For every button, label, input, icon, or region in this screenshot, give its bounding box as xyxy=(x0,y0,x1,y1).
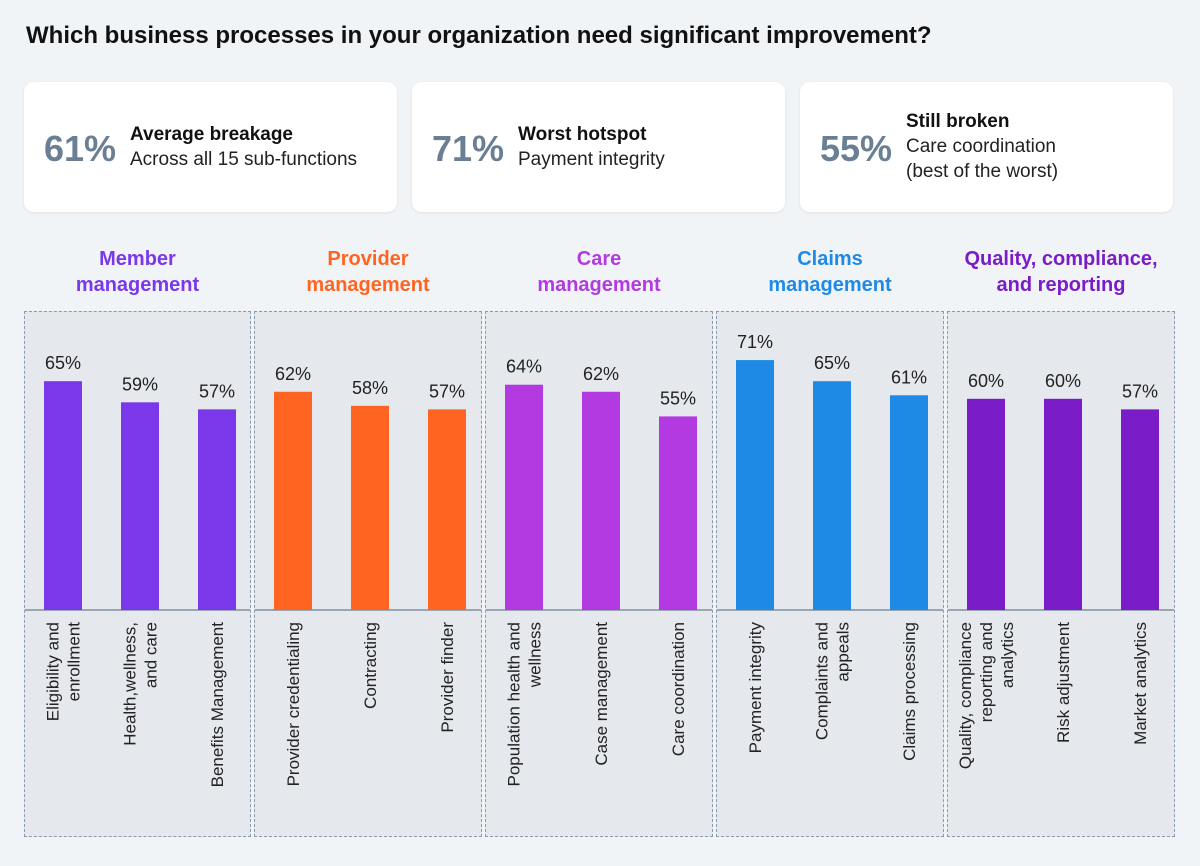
chart-title: Which business processes in your organiz… xyxy=(26,22,932,49)
category-label: Case management xyxy=(592,622,611,766)
bar xyxy=(428,409,466,610)
bar xyxy=(44,381,82,610)
category-label-line: Payment integrity xyxy=(746,622,765,754)
bar xyxy=(582,391,620,610)
card-text: Still broken Care coordination (best of … xyxy=(906,109,1058,184)
bar xyxy=(505,384,543,610)
data-label: 61% xyxy=(891,367,927,387)
summary-card-still-broken: 55% Still broken Care coordination (best… xyxy=(800,82,1173,212)
category-label-line: Case management xyxy=(592,622,611,766)
category-label-line: Provider finder xyxy=(438,622,457,733)
card-heading: Average breakage xyxy=(130,124,294,145)
category-label: Eligibility and enrollment xyxy=(44,622,84,722)
group-title-line: Provider xyxy=(327,248,409,270)
group-title-line: Member xyxy=(99,248,176,270)
bar xyxy=(967,398,1005,610)
group-title-line: management xyxy=(306,274,430,296)
group-title-line: Claims xyxy=(797,248,863,270)
category-label-line: Contracting xyxy=(361,622,380,709)
group-title-line: management xyxy=(768,274,892,296)
data-label: 57% xyxy=(199,381,235,401)
category-label: Health,wellness, and care xyxy=(121,622,161,746)
card-value: 61% xyxy=(44,128,117,169)
data-label: 65% xyxy=(814,353,850,373)
category-label: Quality, compliance reporting and analytic… xyxy=(956,622,1017,769)
category-label: Risk adjustment xyxy=(1054,622,1073,743)
card-subtext: (best of the worst) xyxy=(906,161,1059,182)
category-label-line: Market analytics xyxy=(1131,622,1150,745)
category-label-line: Health,wellness, xyxy=(121,622,140,746)
bar xyxy=(274,391,312,610)
bar xyxy=(813,381,851,610)
category-label-line: appeals xyxy=(834,622,853,682)
data-label: 60% xyxy=(968,371,1004,391)
summary-card-worst: 71% Worst hotspot Payment integrity xyxy=(412,82,785,212)
category-label: Market analytics xyxy=(1131,622,1150,745)
category-label-line: Provider credentialing xyxy=(284,622,303,786)
category-label-line: Care coordination xyxy=(669,622,688,756)
category-label: Provider finder xyxy=(438,622,457,733)
card-heading: Still broken xyxy=(906,111,1010,132)
data-label: 57% xyxy=(1122,381,1158,401)
bar xyxy=(351,405,389,610)
category-label-line: Risk adjustment xyxy=(1054,622,1073,743)
data-label: 59% xyxy=(122,374,158,394)
bar xyxy=(1044,398,1082,610)
data-label: 60% xyxy=(1045,371,1081,391)
card-subtext: Care coordination xyxy=(906,136,1056,157)
category-label: Payment integrity xyxy=(746,622,765,754)
category-label-line: Population health and xyxy=(505,622,524,786)
category-label-line: Complaints and xyxy=(813,622,832,740)
card-subtext: Payment integrity xyxy=(518,149,665,170)
data-label: 57% xyxy=(429,381,465,401)
category-label: Complaints and appeals xyxy=(813,622,853,740)
card-text: Worst hotspot Payment integrity xyxy=(518,122,665,172)
summary-card-average: 61% Average breakage Across all 15 sub-f… xyxy=(24,82,397,212)
group-title: Member management xyxy=(4,246,271,298)
group-title-line: Care xyxy=(576,248,622,270)
data-label: 64% xyxy=(506,357,542,377)
data-label: 55% xyxy=(660,388,696,408)
card-text: Average breakage Across all 15 sub-funct… xyxy=(130,122,357,172)
card-heading: Worst hotspot xyxy=(518,124,647,145)
category-label: Care coordination xyxy=(669,622,688,756)
card-value: 55% xyxy=(820,128,893,169)
bar xyxy=(1121,409,1159,610)
group-title: Claims management xyxy=(696,246,964,298)
category-label-line: Benefits Management xyxy=(208,622,227,788)
data-label: 71% xyxy=(737,332,773,352)
group-title: Provider management xyxy=(234,246,502,298)
category-label-line: reporting and xyxy=(977,622,996,722)
data-label: 65% xyxy=(45,353,81,373)
card-value: 71% xyxy=(432,128,505,169)
category-label-line: analytics xyxy=(998,622,1017,688)
bar xyxy=(659,416,697,610)
category-label: Provider credentialing xyxy=(284,622,303,786)
data-label: 58% xyxy=(352,378,388,398)
bar xyxy=(121,402,159,610)
category-label-line: enrollment xyxy=(65,622,84,702)
category-label: Claims processing xyxy=(900,622,919,761)
category-label: Population health and wellness xyxy=(505,622,545,786)
bar xyxy=(890,395,928,610)
category-label-line: Claims processing xyxy=(900,622,919,761)
group-title-line: management xyxy=(537,274,661,296)
group-title-line: management xyxy=(75,274,200,296)
category-label: Contracting xyxy=(361,622,380,709)
group-title: Care management xyxy=(465,246,733,298)
card-subtext: Across all 15 sub-functions xyxy=(130,149,358,170)
group-title-line: and reporting xyxy=(996,274,1126,296)
group-title: Quality, compliance, and reporting xyxy=(927,246,1195,298)
category-label-line: Eligibility and xyxy=(44,622,63,721)
category-label: Benefits Management xyxy=(208,622,227,788)
data-label: 62% xyxy=(583,364,619,384)
bar xyxy=(736,360,774,610)
category-label-line: Quality, compliance xyxy=(956,622,975,769)
bar xyxy=(198,409,236,610)
category-label-line: wellness xyxy=(526,622,545,688)
data-label: 62% xyxy=(275,364,311,384)
group-title-line: Quality, compliance, xyxy=(964,248,1158,270)
category-label-line: and care xyxy=(142,622,161,688)
